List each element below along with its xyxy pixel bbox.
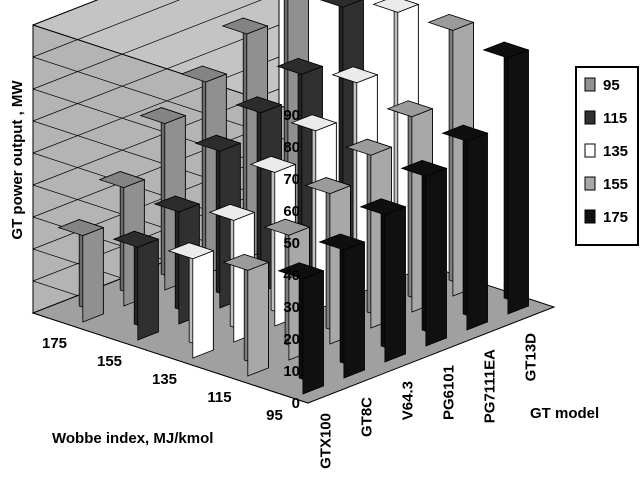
wobbe-tick-label: 175 [42, 335, 67, 352]
legend-swatch [584, 77, 596, 92]
wobbe-tick-label: 115 [207, 389, 231, 406]
gt-model-tick-labels: GTX100 GT8C V64.3 PG6101 PG7111EA GT13D [318, 333, 540, 469]
gt-model-tick-label: V64.3 [400, 381, 417, 420]
wobbe-tick-labels: 175 155 135 115 95 [42, 335, 283, 424]
y-tick-label: 10 [283, 363, 300, 380]
legend: 95 115 135 155 175 [575, 66, 639, 246]
y-tick-labels: 0 10 20 30 40 50 60 70 80 90 [283, 107, 300, 412]
gt-model-tick-label: GT13D [523, 333, 540, 382]
y-tick-label: 60 [283, 203, 300, 220]
bar [222, 253, 270, 377]
bar [57, 219, 105, 323]
x-axis-title: GT model [530, 405, 599, 422]
legend-items: 95 115 135 155 175 [584, 77, 628, 226]
y-tick-label: 70 [283, 171, 300, 188]
legend-label: 135 [603, 143, 628, 160]
legend-swatch [584, 176, 596, 191]
gt-model-tick-label: PG7111EA [482, 349, 499, 423]
gt-model-tick-label: GTX100 [318, 413, 335, 469]
y-tick-label: 50 [283, 235, 300, 252]
gt-model-tick-label: GT8C [359, 397, 376, 437]
y-axis-title: GT power output , MW [9, 80, 26, 240]
bar [482, 41, 530, 315]
gt-model-tick-label: PG6101 [441, 365, 458, 420]
bar [359, 198, 407, 363]
y-tick-label: 0 [292, 395, 300, 412]
legend-label: 175 [603, 209, 628, 226]
y-tick-label: 80 [283, 139, 300, 156]
legend-swatch [584, 143, 596, 158]
wobbe-tick-label: 95 [266, 407, 283, 424]
z-axis-title: Wobbe index, MJ/kmol [52, 430, 213, 447]
legend-swatch [584, 209, 596, 224]
bar [167, 242, 215, 359]
wobbe-tick-label: 155 [97, 353, 122, 370]
bar [400, 159, 448, 347]
bar [441, 124, 489, 331]
y-tick-label: 30 [283, 299, 300, 316]
y-tick-label: 90 [283, 107, 300, 124]
bar [112, 230, 160, 341]
legend-label: 155 [603, 176, 628, 193]
legend-swatch [584, 110, 596, 125]
bar [318, 233, 366, 379]
wobbe-tick-label: 135 [152, 371, 177, 388]
bar [277, 262, 325, 395]
legend-label: 115 [603, 110, 627, 127]
y-tick-label: 40 [283, 267, 300, 284]
y-tick-label: 20 [283, 331, 300, 348]
bars [57, 0, 530, 395]
legend-label: 95 [603, 77, 620, 94]
